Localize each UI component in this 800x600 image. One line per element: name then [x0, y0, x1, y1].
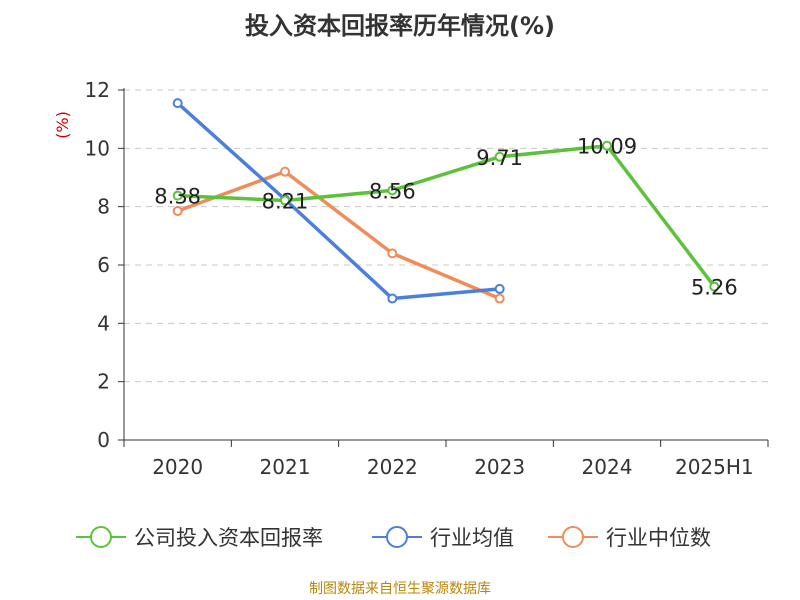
x-tick-label: 2023: [474, 455, 525, 479]
data-point: [387, 293, 398, 304]
y-tick-label: 0: [97, 428, 110, 452]
data-label: 8.38: [154, 185, 201, 209]
data-point: [494, 151, 505, 162]
data-label: 8.56: [369, 179, 416, 203]
legend-label: 行业中位数: [606, 526, 711, 550]
y-tick-label: 2: [97, 370, 110, 394]
data-point: [172, 190, 183, 201]
x-tick-label: 2021: [260, 455, 311, 479]
y-tick-label: 10: [85, 136, 110, 160]
gridlines: [124, 89, 768, 383]
data-point: [602, 140, 612, 151]
data-point: [387, 185, 398, 196]
y-tick-label: 6: [97, 253, 110, 277]
series-line: [177, 169, 501, 301]
data-label: 9.71: [476, 146, 523, 170]
data-point: [494, 293, 505, 304]
legend-label: 行业均值: [430, 526, 514, 550]
chart-title: 投入资本回报率历年情况(%): [245, 12, 555, 40]
y-tick-label: 12: [85, 78, 110, 102]
data-point: [280, 166, 290, 177]
y-axis-label: (%): [53, 111, 72, 139]
y-tick-label: 4: [97, 311, 110, 335]
x-tick-label: 2025H1: [675, 455, 754, 479]
legend-marker: [90, 526, 112, 548]
series-lines: [172, 98, 720, 304]
axes: 0 2 4 6 8 10 12 2020 2021 2022 2023 2024 2025H1 (%): [53, 78, 769, 479]
x-tick-label: 2020: [152, 455, 203, 479]
data-labels: 8.38 8.21 8.56 9.71 10.09 5.26: [154, 135, 737, 300]
data-point: [172, 206, 183, 217]
y-tick-label: 8: [97, 195, 110, 219]
data-point: [494, 283, 505, 294]
data-point: [387, 248, 398, 259]
legend: 公司投入资本回报率 行业均值 行业中位数: [76, 526, 711, 550]
series-line: [176, 101, 500, 301]
legend-label: 公司投入资本回报率: [134, 526, 323, 550]
data-label: 8.21: [262, 190, 309, 214]
series-line: [177, 143, 716, 288]
data-point: [172, 98, 183, 109]
data-point: [709, 281, 720, 292]
data-label: 5.26: [691, 276, 738, 300]
legend-marker: [386, 526, 408, 548]
x-tick-label: 2024: [582, 455, 633, 479]
data-point: [280, 195, 290, 206]
legend-marker: [562, 526, 584, 548]
source-note: 制图数据来自恒生聚源数据库: [309, 581, 491, 597]
x-tick-label: 2022: [367, 455, 418, 479]
data-label: 10.09: [577, 135, 637, 159]
